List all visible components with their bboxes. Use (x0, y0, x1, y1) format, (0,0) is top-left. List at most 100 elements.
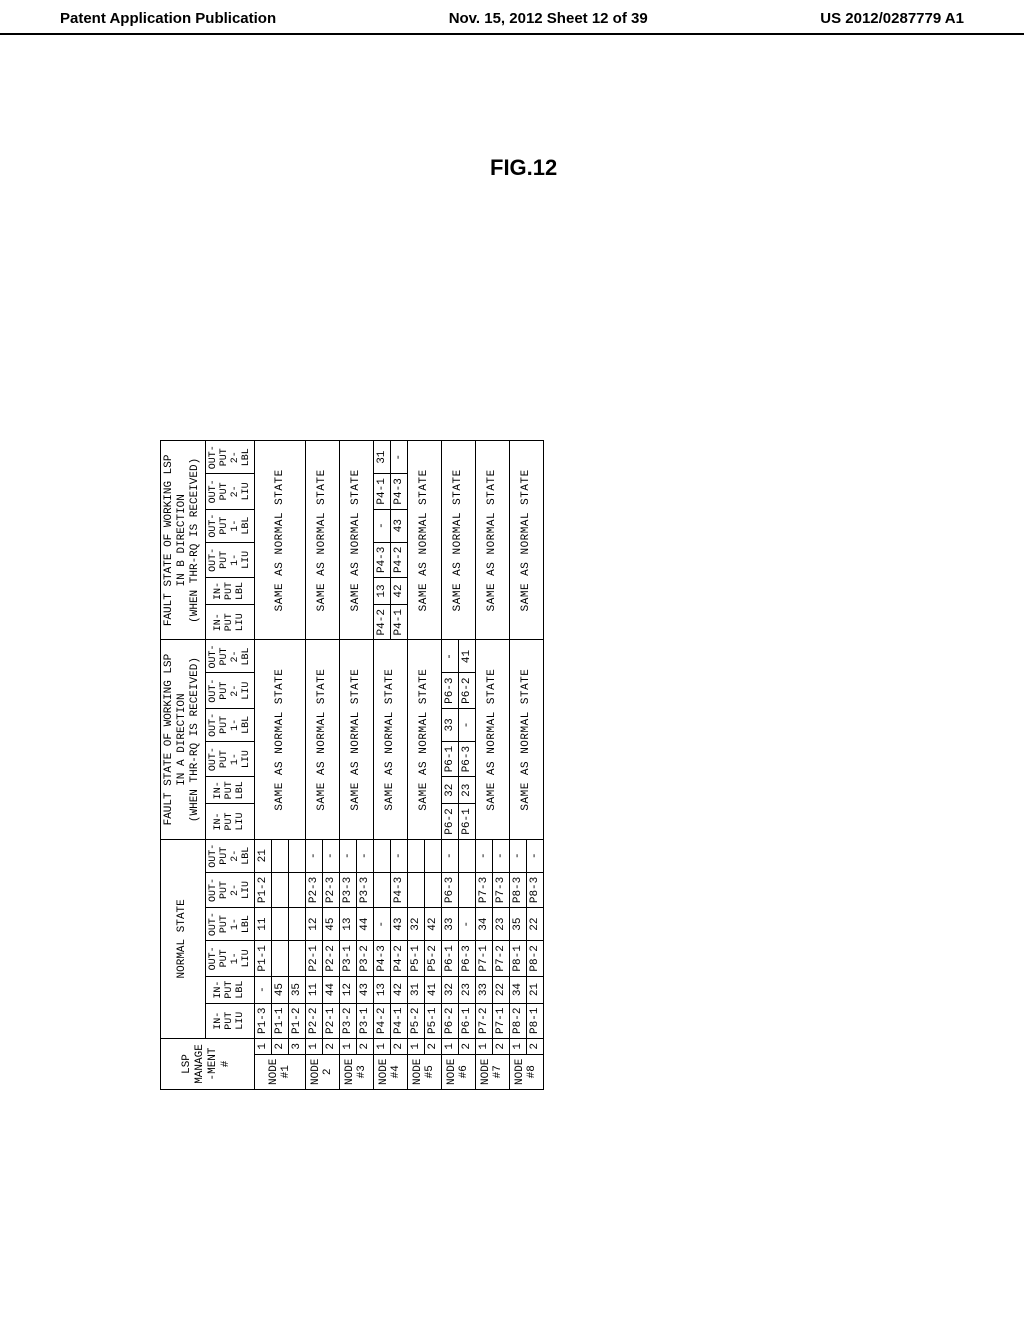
manage-num-cell: 1 (441, 1038, 458, 1054)
value-cell: P2-3 (305, 872, 322, 907)
manage-num-cell: 3 (288, 1038, 305, 1054)
value-cell: P2-3 (322, 872, 339, 907)
value-cell: P4-2 (390, 941, 407, 976)
value-cell: - (254, 976, 271, 1003)
value-cell: P6-2 (458, 673, 475, 708)
manage-num-cell: 1 (509, 1038, 526, 1054)
value-cell (458, 872, 475, 907)
value-cell: 43 (356, 976, 373, 1003)
value-cell (271, 872, 288, 907)
value-cell: P4-1 (373, 474, 390, 509)
value-cell: 32 (407, 908, 424, 941)
manage-num-cell: 1 (475, 1038, 492, 1054)
figure-label: FIG.12 (490, 155, 557, 181)
same-state-cell: SAME AS NORMAL STATE (305, 441, 339, 640)
value-cell: - (305, 839, 322, 872)
value-cell: P6-3 (441, 673, 458, 708)
manage-num-cell: 1 (373, 1038, 390, 1054)
value-cell: P1-1 (254, 941, 271, 976)
node-name-cell: NODE #3 (339, 1054, 373, 1089)
table-row: NODE #71P7-233P7-134P7-3-SAME AS NORMAL … (475, 441, 492, 1090)
manage-num-cell: 2 (322, 1038, 339, 1054)
value-cell: P2-1 (322, 1003, 339, 1038)
value-cell (271, 839, 288, 872)
same-state-cell: SAME AS NORMAL STATE (475, 640, 509, 839)
value-cell: 34 (475, 908, 492, 941)
value-cell: P4-3 (373, 542, 390, 577)
table-row: NODE #31P3-212P3-113P3-3-SAME AS NORMAL … (339, 441, 356, 1090)
value-cell: P2-2 (322, 941, 339, 976)
header-center: Nov. 15, 2012 Sheet 12 of 39 (449, 10, 648, 27)
node-name-cell: NODE #1 (254, 1054, 305, 1089)
value-cell: P7-3 (475, 872, 492, 907)
value-cell: 23 (458, 777, 475, 804)
manage-num-cell: 1 (407, 1038, 424, 1054)
value-cell: P6-1 (458, 1003, 475, 1038)
subheader-cell: OUT- PUT 1- LIU (205, 542, 254, 577)
value-cell (288, 941, 305, 976)
value-cell: P7-2 (492, 941, 509, 976)
subheader-cell: IN- PUT LBL (205, 976, 254, 1003)
value-cell: P4-2 (390, 542, 407, 577)
value-cell: 33 (475, 976, 492, 1003)
value-cell: 43 (390, 908, 407, 941)
value-cell: P4-3 (373, 941, 390, 976)
same-state-cell: SAME AS NORMAL STATE (407, 640, 441, 839)
value-cell: - (373, 509, 390, 542)
node-name-cell: NODE #8 (509, 1054, 543, 1089)
col-fault-a: FAULT STATE OF WORKING LSP IN A DIRECTIO… (161, 640, 206, 839)
same-state-cell: SAME AS NORMAL STATE (509, 441, 543, 640)
subheader-cell: OUT- PUT 1- LBL (205, 908, 254, 941)
table-container: LSPMANAGE -MENT # NORMAL STATE FAULT STA… (160, 440, 544, 1090)
same-state-cell: SAME AS NORMAL STATE (254, 640, 305, 839)
value-cell: P8-3 (509, 872, 526, 907)
value-cell: 21 (526, 976, 543, 1003)
value-cell: 44 (356, 908, 373, 941)
value-cell (424, 839, 441, 872)
node-name-cell: NODE #4 (373, 1054, 407, 1089)
value-cell: P6-1 (441, 741, 458, 776)
value-cell: P7-1 (492, 1003, 509, 1038)
value-cell: P8-2 (509, 1003, 526, 1038)
table-row: NODE #81P8-234P8-135P8-3-SAME AS NORMAL … (509, 441, 526, 1090)
value-cell: P6-2 (441, 1003, 458, 1038)
same-state-cell: SAME AS NORMAL STATE (254, 441, 305, 640)
same-state-cell: SAME AS NORMAL STATE (339, 640, 373, 839)
value-cell: P3-1 (339, 941, 356, 976)
table-row: NODE #41P4-213P4-3-SAME AS NORMAL STATEP… (373, 441, 390, 1090)
value-cell: P4-3 (390, 474, 407, 509)
value-cell: 33 (441, 708, 458, 741)
value-cell: 45 (271, 976, 288, 1003)
manage-num-cell: 2 (356, 1038, 373, 1054)
value-cell (288, 908, 305, 941)
value-cell: P1-2 (288, 1003, 305, 1038)
value-cell: 42 (390, 578, 407, 605)
page-header: Patent Application Publication Nov. 15, … (0, 0, 1024, 35)
value-cell: P5-1 (424, 1003, 441, 1038)
col-normal: NORMAL STATE (161, 839, 206, 1038)
subheader-row: IN- PUT LIUIN- PUT LBLOUT- PUT 1- LIUOUT… (205, 441, 254, 1090)
same-state-cell: SAME AS NORMAL STATE (339, 441, 373, 640)
subheader-cell: IN- PUT LBL (205, 777, 254, 804)
node-name-cell: NODE #6 (441, 1054, 475, 1089)
value-cell: 44 (322, 976, 339, 1003)
value-cell: P4-2 (373, 1003, 390, 1038)
value-cell (407, 872, 424, 907)
value-cell: 22 (492, 976, 509, 1003)
manage-num-cell: 2 (271, 1038, 288, 1054)
value-cell (288, 839, 305, 872)
value-cell: - (390, 441, 407, 474)
value-cell: P6-1 (441, 941, 458, 976)
value-cell: 13 (373, 578, 390, 605)
value-cell (373, 839, 390, 872)
value-cell: 23 (458, 976, 475, 1003)
value-cell: - (339, 839, 356, 872)
value-cell: 33 (441, 908, 458, 941)
header-right: US 2012/0287779 A1 (820, 10, 964, 27)
value-cell: P1-3 (254, 1003, 271, 1038)
value-cell: 31 (373, 441, 390, 474)
table-body: NODE #11P1-3-P1-111P1-221SAME AS NORMAL … (254, 441, 543, 1090)
value-cell: 45 (322, 908, 339, 941)
value-cell: 13 (373, 976, 390, 1003)
value-cell: P8-1 (526, 1003, 543, 1038)
